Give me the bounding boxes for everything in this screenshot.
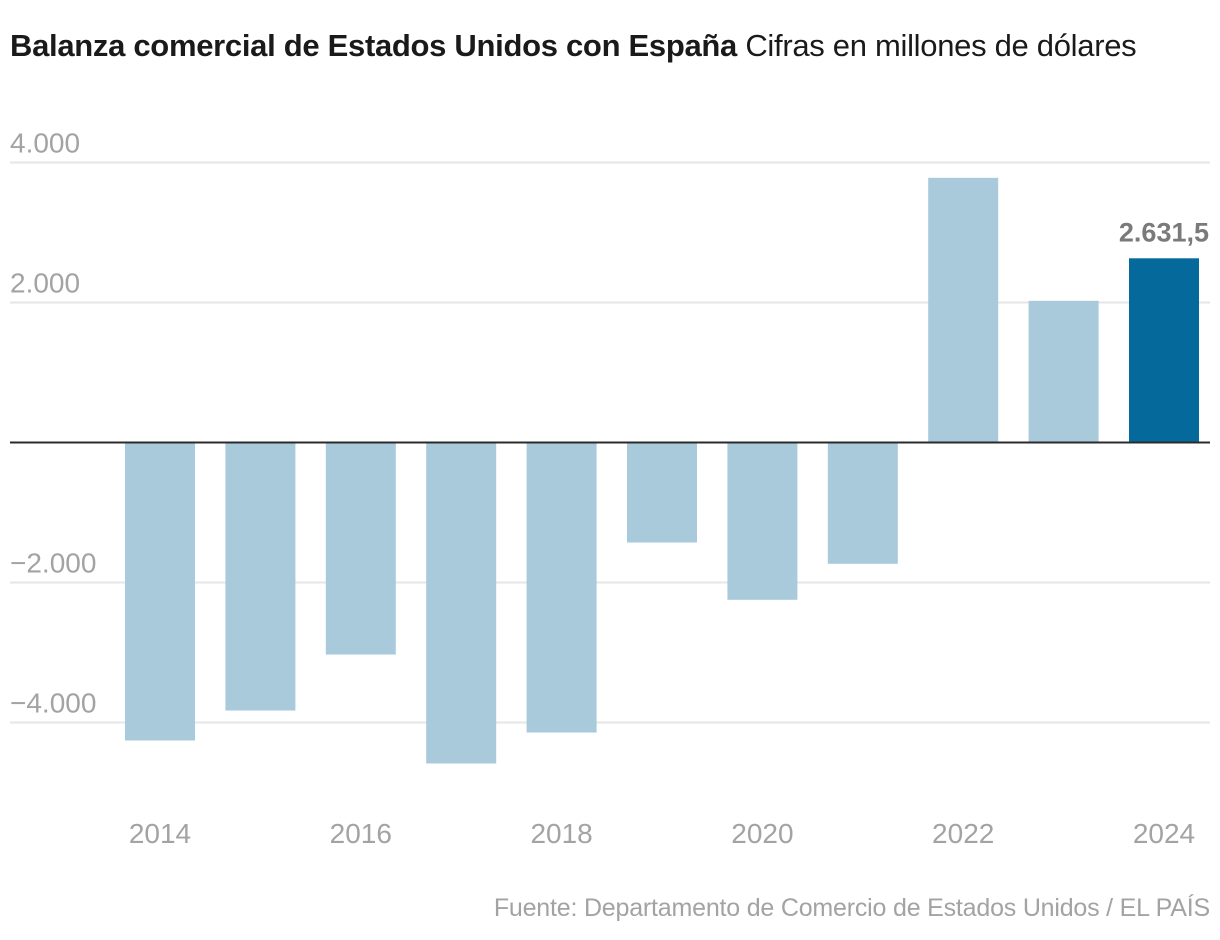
- x-tick-label: 2014: [129, 818, 191, 849]
- y-tick-label: −2.000: [10, 548, 96, 579]
- y-axis-labels: 4.000 2.000 −2.000 −4.000: [10, 128, 96, 719]
- x-tick-label: 2018: [530, 818, 592, 849]
- bar-2015: [225, 442, 296, 711]
- bar-2023: [1028, 300, 1099, 443]
- bar-2017: [426, 442, 497, 764]
- x-axis-labels: 2014 2016 2018 2020 2022 2024: [129, 818, 1195, 849]
- title-main: Balanza comercial de Estados Unidos con …: [10, 28, 737, 63]
- bar-2022: [928, 177, 999, 443]
- title-subtitle: Cifras en millones de dólares: [745, 28, 1137, 63]
- bar-2024: [1129, 258, 1199, 443]
- y-tick-label: 4.000: [10, 128, 80, 159]
- bars: [125, 177, 1199, 764]
- source-note: Fuente: Departamento de Comercio de Esta…: [493, 894, 1210, 922]
- x-tick-label: 2016: [330, 818, 392, 849]
- bar-2021: [827, 442, 898, 564]
- data-labels: 2.631,5: [1119, 217, 1209, 247]
- bar-2019: [627, 442, 697, 543]
- y-tick-label: −4.000: [10, 688, 96, 719]
- data-label: 2.631,5: [1119, 217, 1209, 247]
- x-tick-label: 2022: [932, 818, 994, 849]
- bar-2018: [526, 442, 597, 733]
- x-tick-label: 2024: [1133, 818, 1195, 849]
- x-tick-label: 2020: [731, 818, 793, 849]
- gridlines: [10, 161, 1210, 724]
- bar-2016: [325, 442, 396, 655]
- bar-2020: [727, 442, 798, 600]
- chart-title: Balanza comercial de Estados Unidos con …: [10, 24, 1170, 67]
- y-tick-label: 2.000: [10, 268, 80, 299]
- bar-2014: [125, 442, 195, 741]
